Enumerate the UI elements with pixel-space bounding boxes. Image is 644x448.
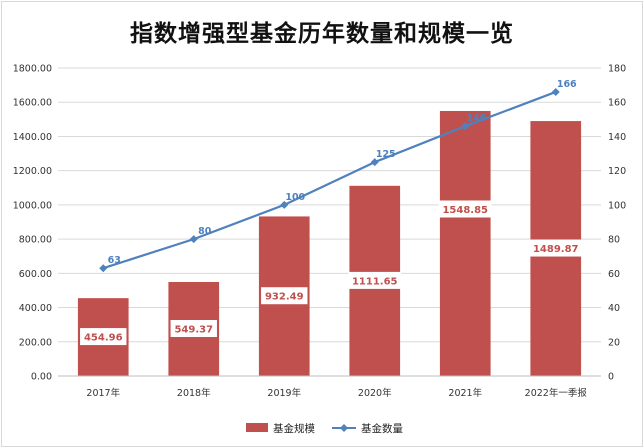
line-data-label: 80: [198, 226, 212, 237]
x-tick-label: 2019年: [267, 387, 301, 399]
right-y-tick-label: 0: [608, 372, 614, 383]
left-y-tick-label: 800.00: [19, 235, 52, 246]
x-tick-label: 2021年: [448, 387, 482, 399]
left-y-tick-label: 1400.00: [13, 132, 52, 143]
right-y-tick-label: 140: [608, 132, 626, 143]
line-point-marker: [280, 200, 289, 209]
x-axis: 2017年 2018年 2019年 2020年 2021年 2022年一季报: [58, 375, 601, 399]
bar-data-label: 1111.65: [352, 276, 398, 287]
gridlines: [58, 67, 601, 377]
x-tick-label: 2022年一季报: [525, 387, 588, 399]
bar-label-box: [438, 200, 492, 218]
right-y-axis: 0 20 40 60 80 100 120 140 160 180: [608, 64, 626, 383]
left-y-tick-label: 1200.00: [13, 166, 52, 177]
left-y-tick-label: 400.00: [19, 303, 52, 314]
left-y-tick-label: 0.00: [31, 372, 52, 383]
line-point-marker: [551, 87, 560, 96]
line-data-label: 125: [376, 149, 396, 160]
bar-data-label: 1548.85: [442, 205, 488, 216]
line-point-marker: [461, 122, 470, 131]
line-path: [102, 90, 557, 270]
legend-swatch-bar: [246, 423, 268, 432]
x-tick-label: 2020年: [358, 387, 392, 399]
bar-label-box: [80, 328, 127, 346]
x-tick-label: 2018年: [177, 387, 211, 399]
bar-label-box: [170, 319, 217, 337]
line-point-marker: [99, 264, 108, 273]
left-y-axis: 0.00 200.00 400.00 600.00 800.00 1000.00 1200.…: [13, 64, 52, 383]
bar-data-label: 549.37: [174, 324, 213, 335]
bar-label-box: [348, 271, 402, 289]
right-y-tick-label: 160: [608, 98, 626, 109]
left-y-tick-label: 200.00: [19, 337, 52, 348]
line-data-label: 146: [466, 113, 486, 124]
right-y-tick-label: 60: [608, 269, 620, 280]
legend: 基金规模 基金数量: [246, 422, 403, 435]
line-data-label: 166: [557, 79, 577, 90]
legend-swatch-marker: [340, 424, 348, 432]
chart-title: 指数增强型基金历年数量和规模一览: [130, 20, 514, 47]
legend-label-bar: 基金规模: [273, 422, 315, 435]
x-tick-label: 2017年: [86, 387, 120, 399]
left-y-tick-label: 1800.00: [13, 64, 52, 75]
right-y-tick-label: 120: [608, 166, 626, 177]
line-data-label: 63: [108, 255, 121, 266]
bar-series: 454.96 549.37 932.49 1111.65 1548.85 1489.87: [77, 110, 583, 377]
right-y-tick-label: 180: [608, 64, 626, 75]
bar-label-box: [529, 239, 583, 257]
bar-label-box: [261, 287, 308, 305]
legend-label-line: 基金数量: [361, 422, 403, 435]
right-y-tick-label: 40: [608, 303, 620, 314]
right-y-tick-label: 20: [608, 337, 620, 348]
line-data-label: 100: [285, 192, 305, 203]
left-y-tick-label: 1600.00: [13, 98, 52, 109]
line-point-marker: [189, 235, 198, 244]
right-y-tick-label: 80: [608, 235, 620, 246]
line-point-marker: [370, 158, 379, 167]
right-y-tick-label: 100: [608, 200, 626, 211]
line-series: 63 80 100 125 146 166: [99, 79, 577, 273]
bar-data-label: 932.49: [265, 292, 304, 303]
left-y-tick-label: 1000.00: [13, 200, 52, 211]
bar-data-label: 454.96: [84, 333, 123, 344]
bar-data-label: 1489.87: [533, 244, 579, 255]
bar: [439, 110, 491, 377]
left-y-tick-label: 600.00: [19, 269, 52, 280]
